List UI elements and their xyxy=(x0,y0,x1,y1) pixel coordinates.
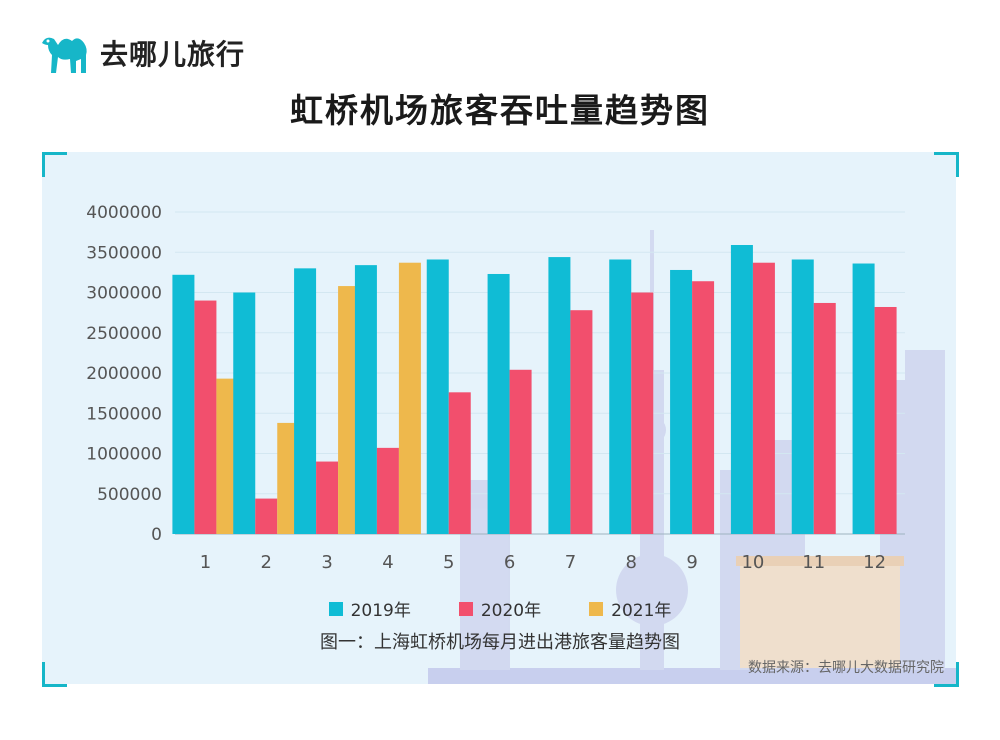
bar-2019 xyxy=(548,257,571,534)
legend-item-2020: 2020年 xyxy=(458,596,542,621)
chart-caption: 图一：上海虹桥机场每月进出港旅客量趋势图 xyxy=(320,632,680,653)
legend-label-2021: 2021年 xyxy=(611,601,672,621)
frame-corner-bottom-left xyxy=(42,662,67,687)
bar-2019 xyxy=(354,265,377,534)
bar-2020 xyxy=(874,306,897,534)
bar-2019 xyxy=(172,274,195,534)
y-tick-label: 1000000 xyxy=(86,445,162,465)
x-tick-label: 3 xyxy=(321,552,332,573)
bar-2019 xyxy=(609,259,632,534)
x-tick-label: 6 xyxy=(504,552,515,573)
bar-2020 xyxy=(692,281,715,534)
y-tick-label: 4000000 xyxy=(86,203,162,223)
legend-swatch-2019 xyxy=(328,601,343,616)
bar-2019 xyxy=(852,263,875,534)
chart-legend: 2019年 2020年 2021年 xyxy=(0,596,1000,621)
data-source-note: 数据来源：去哪儿大数据研究院 xyxy=(748,660,944,676)
bar-2020 xyxy=(448,392,471,534)
bar-2021 xyxy=(338,286,361,534)
x-tick-label: 10 xyxy=(741,552,764,573)
bar-2019 xyxy=(730,245,753,534)
bar-2020 xyxy=(813,302,836,534)
bar-2020 xyxy=(752,262,775,534)
y-tick-label: 0 xyxy=(151,525,162,545)
bar-2020 xyxy=(376,447,399,534)
x-tick-label: 7 xyxy=(565,552,576,573)
bar-2021 xyxy=(398,262,421,534)
bar-2020 xyxy=(509,369,532,534)
bar-2019 xyxy=(791,259,814,534)
y-tick-label: 500000 xyxy=(97,485,162,505)
page-title: 虹桥机场旅客吞吐量趋势图 xyxy=(290,91,710,130)
legend-item-2019: 2019年 xyxy=(328,596,411,621)
x-tick-label: 12 xyxy=(863,552,886,573)
bar-2020 xyxy=(631,292,654,534)
frame-corner-top-left xyxy=(42,152,67,177)
x-tick-label: 9 xyxy=(686,552,697,573)
frame-corner-top-right xyxy=(934,152,959,177)
legend-label-2020: 2020年 xyxy=(480,601,542,621)
bar-2019 xyxy=(233,292,256,534)
bar-2019 xyxy=(670,269,693,534)
camel-logo-icon xyxy=(42,37,87,73)
bar-2019 xyxy=(426,259,449,534)
legend-label-2019: 2019年 xyxy=(350,601,411,621)
legend-swatch-2020 xyxy=(458,601,473,616)
bar-2020 xyxy=(570,310,593,534)
bar-2021 xyxy=(216,378,239,534)
bar-2019 xyxy=(487,273,510,534)
bar-2020 xyxy=(316,461,339,534)
bar-2020 xyxy=(194,300,217,534)
y-tick-label: 2000000 xyxy=(86,364,162,384)
brand: 去哪儿旅行 xyxy=(40,30,245,76)
x-tick-label: 5 xyxy=(443,552,454,573)
x-tick-label: 11 xyxy=(802,552,825,573)
x-tick-label: 2 xyxy=(261,552,272,573)
y-tick-label: 3000000 xyxy=(86,284,162,304)
brand-name: 去哪儿旅行 xyxy=(100,38,246,71)
frame-corner-bottom-right xyxy=(934,662,959,687)
legend-swatch-2021 xyxy=(589,601,604,616)
bar-2021 xyxy=(277,422,300,534)
x-tick-label: 4 xyxy=(382,552,393,573)
y-tick-label: 2500000 xyxy=(86,324,162,344)
y-tick-label: 1500000 xyxy=(86,404,162,424)
bar-2020 xyxy=(255,498,278,534)
bar-2019 xyxy=(294,268,317,534)
y-tick-label: 3500000 xyxy=(86,243,162,263)
x-tick-label: 1 xyxy=(200,552,211,573)
x-tick-label: 8 xyxy=(626,552,637,573)
legend-item-2021: 2021年 xyxy=(589,596,671,621)
